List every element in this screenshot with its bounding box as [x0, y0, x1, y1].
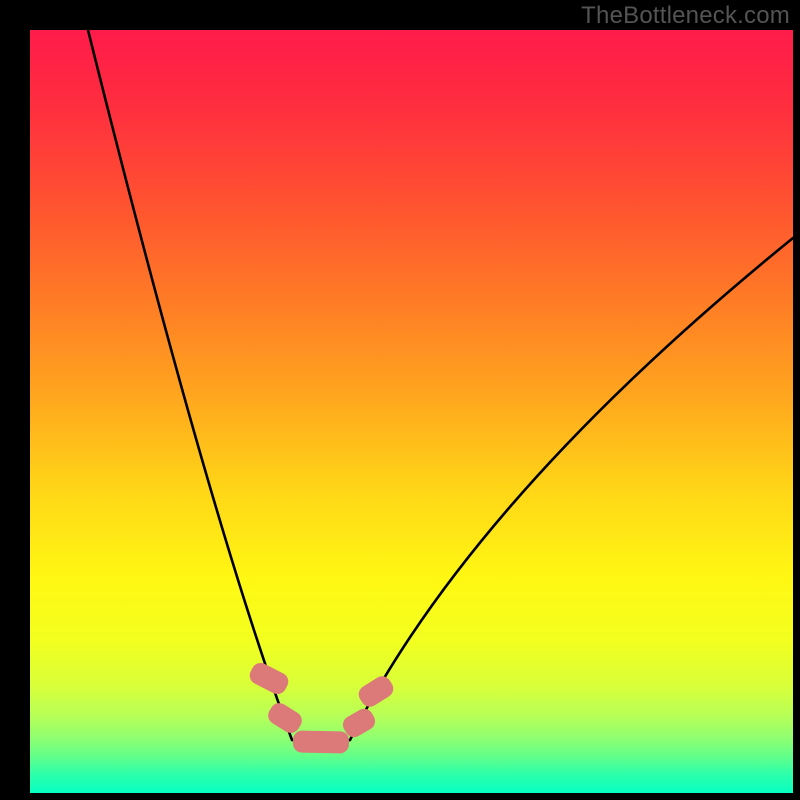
chart-stage: TheBottleneck.com — [0, 0, 800, 800]
plot-area — [30, 30, 793, 793]
chart-background — [0, 0, 800, 800]
watermark-text: TheBottleneck.com — [581, 2, 790, 30]
